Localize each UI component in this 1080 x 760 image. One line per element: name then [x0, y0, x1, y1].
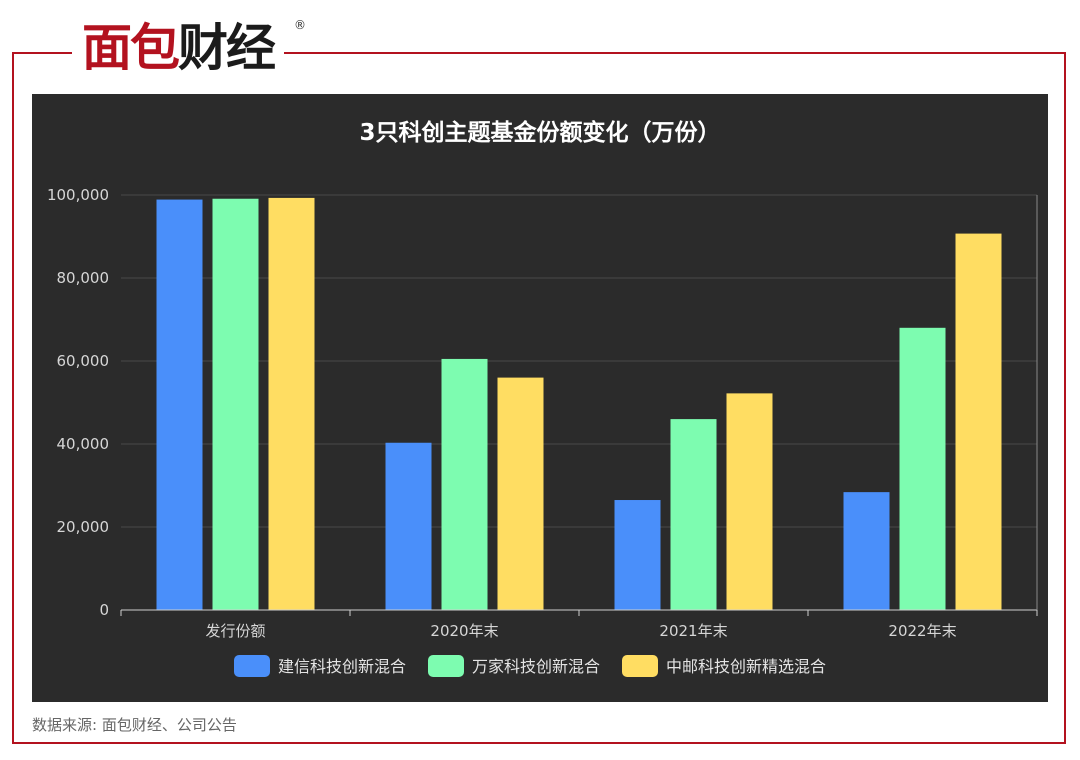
bar	[726, 393, 773, 610]
bar	[441, 358, 488, 610]
y-tick-label: 60,000	[57, 352, 110, 370]
x-axis: 发行份额 2020年末 2021年末 2022年末	[120, 195, 1038, 640]
y-tick-label: 0	[99, 601, 109, 619]
bar	[268, 197, 315, 610]
legend-label: 万家科技创新混合	[472, 657, 600, 676]
bar-group	[156, 197, 1002, 611]
chart-title: 3只科创主题基金份额变化（万份）	[359, 119, 720, 146]
bar	[955, 233, 1002, 610]
logo-red-text: 面包	[82, 19, 180, 77]
y-tick-label: 80,000	[57, 269, 110, 287]
outer-frame	[12, 52, 1066, 744]
x-tick-label: 发行份额	[205, 622, 265, 640]
logo-dark-text: 财经	[178, 19, 276, 77]
legend-swatch	[234, 655, 270, 677]
registered-mark: ®	[294, 18, 306, 32]
y-tick-label: 100,000	[47, 186, 109, 204]
bar-chart: 3只科创主题基金份额变化（万份） 0 20,000 40,000 60,000 80,0…	[47, 119, 1038, 677]
legend-swatch	[622, 655, 658, 677]
bar	[843, 492, 890, 610]
x-tick-label: 2022年末	[888, 622, 956, 640]
bar	[899, 327, 946, 610]
bar	[212, 198, 259, 611]
bar	[385, 442, 432, 610]
source-note: 数据来源: 面包财经、公司公告	[32, 716, 237, 734]
x-tick-label: 2021年末	[659, 622, 727, 640]
legend-label: 建信科技创新混合	[278, 657, 406, 676]
bar	[614, 500, 661, 610]
x-tick-label: 2020年末	[430, 622, 498, 640]
legend-label: 中邮科技创新精选混合	[666, 657, 826, 676]
bar	[497, 377, 544, 610]
bar	[670, 419, 717, 610]
legend-swatch	[428, 655, 464, 677]
bar	[156, 199, 203, 610]
brand-logo: 面包财经 ®	[72, 12, 306, 84]
chart-panel: 3只科创主题基金份额变化（万份） 0 20,000 40,000 60,000 80,0…	[32, 94, 1048, 702]
legend: 建信科技创新混合 万家科技创新混合 中邮科技创新精选混合	[234, 655, 826, 677]
y-tick-label: 20,000	[57, 518, 110, 536]
y-tick-label: 40,000	[57, 435, 110, 453]
